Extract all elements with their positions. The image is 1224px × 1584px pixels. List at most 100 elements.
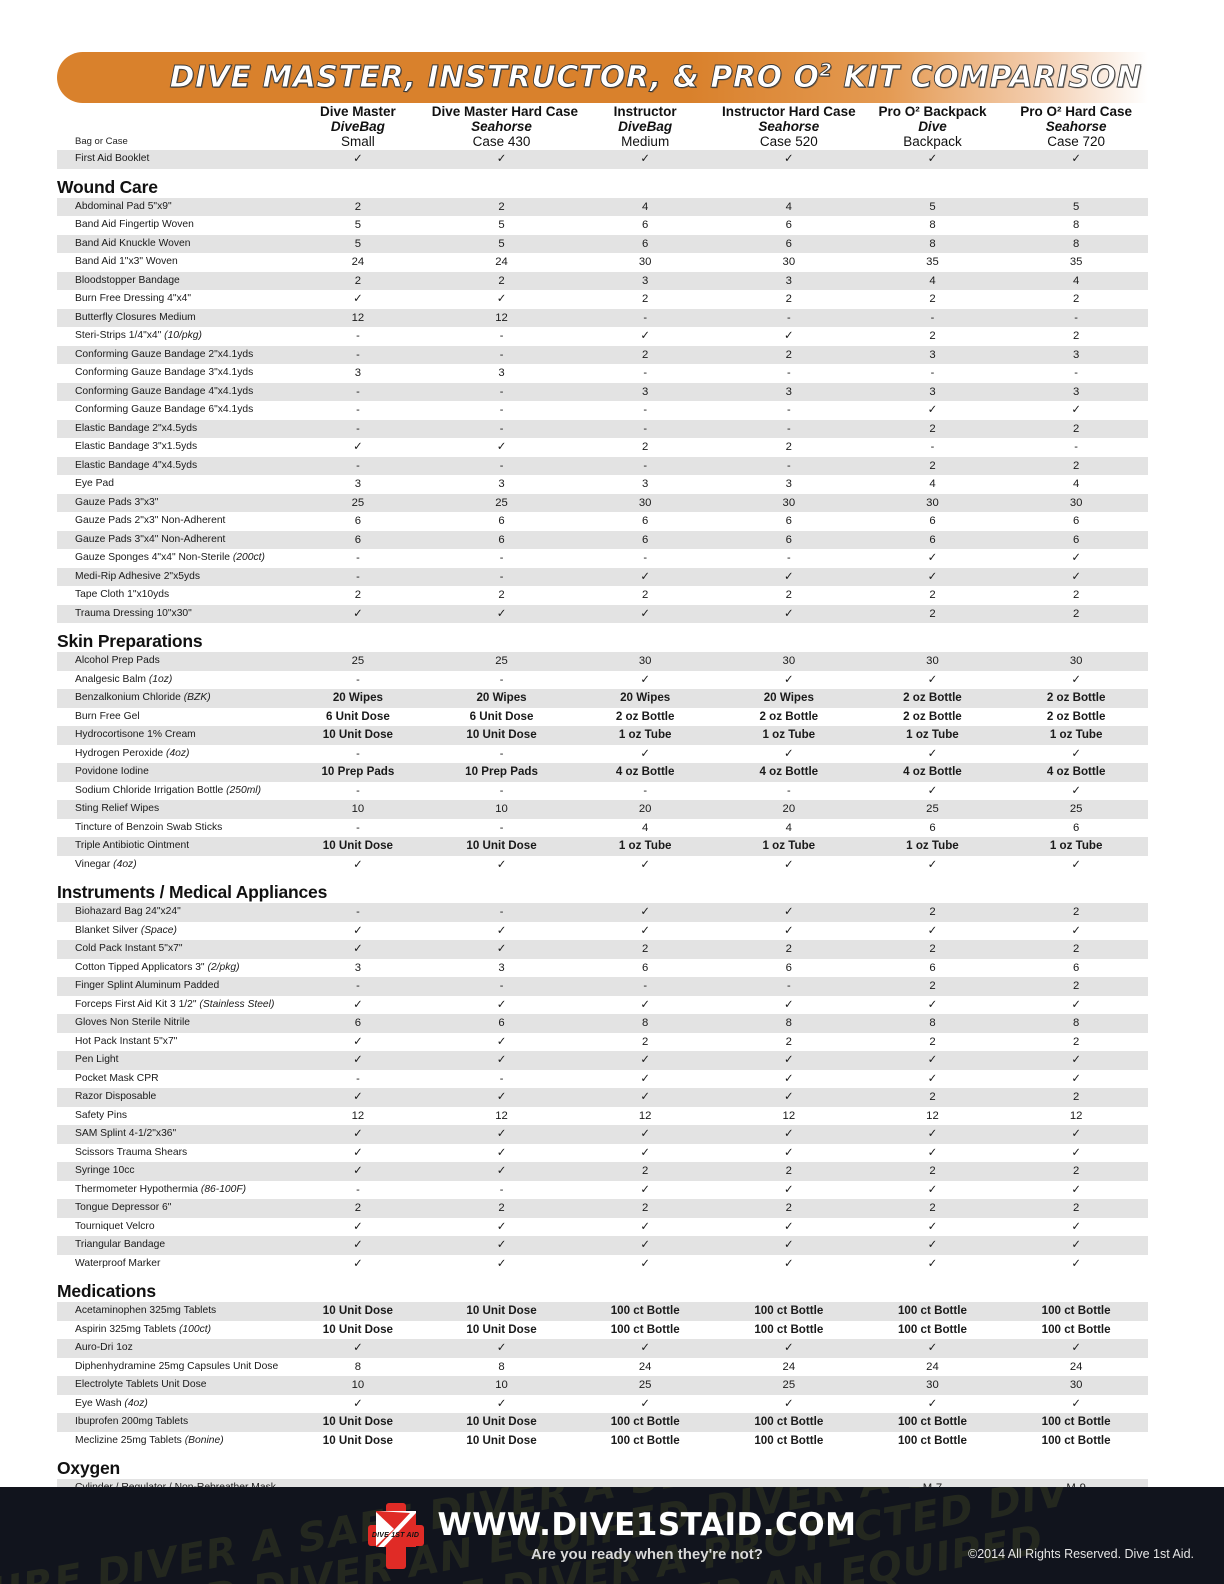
dash-icon: - <box>930 311 935 324</box>
check-icon: ✓ <box>784 1146 794 1159</box>
footer-text-block: WWW.DIVE1STAID.COM Are you ready when th… <box>438 1508 857 1563</box>
check-icon: ✓ <box>1071 1342 1081 1354</box>
table-row: SAM Splint 4-1/2"x36" ✓ ✓ ✓ ✓ ✓ ✓ <box>57 1125 1148 1144</box>
value-text: 10 Unit Dose <box>322 1322 394 1336</box>
value-cell-col1: 2 <box>429 586 574 605</box>
section-header-row: Skin Preparations <box>57 623 1148 652</box>
value-text: 3 <box>785 274 792 287</box>
value-cell-col5: ✓ <box>1004 1051 1148 1070</box>
value-text: 20 Wipes <box>332 691 383 704</box>
value-cell-col2: 100 ct Bottle <box>573 1320 717 1339</box>
value-text: 12 <box>495 1109 508 1122</box>
dash-icon: - <box>643 404 648 416</box>
value-cell-col0: ✓ <box>286 438 430 457</box>
value-cell-col4: 2 <box>860 1088 1005 1107</box>
value-cell-col4: 6 <box>860 512 1005 531</box>
dash-icon: - <box>499 1183 504 1196</box>
footer-content: DIVE 1ST AID WWW.DIVE1STAID.COM Are you … <box>0 1487 1224 1584</box>
check-icon: ✓ <box>784 1183 794 1196</box>
value-text: 4 <box>929 478 936 490</box>
value-cell-col2: 30 <box>573 493 717 512</box>
value-text: 25 <box>351 655 365 667</box>
value-cell-col2: 1 oz Tube <box>573 837 717 856</box>
check-icon: ✓ <box>784 1239 794 1251</box>
value-text: 6 <box>642 533 649 546</box>
value-cell-col2: 6 <box>573 216 717 235</box>
value-cell-col0: 6 Unit Dose <box>286 707 430 726</box>
check-icon: ✓ <box>353 607 363 620</box>
item-name-note: (100ct) <box>178 1323 212 1335</box>
value-cell-col1: ✓ <box>429 1394 574 1413</box>
copyright-text: ©2014 All Rights Reserved. Dive 1st Aid. <box>968 1547 1194 1561</box>
check-icon: ✓ <box>640 1220 650 1233</box>
check-icon: ✓ <box>496 1397 507 1410</box>
value-cell-col5: 6 <box>1004 530 1148 549</box>
value-cell-col1: ✓ <box>429 1339 574 1358</box>
value-cell-col0: ✓ <box>286 1088 430 1107</box>
item-name-cell: Burn Free Dressing 4"x4" <box>57 290 287 309</box>
value-text: 20 <box>638 803 652 815</box>
value-cell-col3: ✓ <box>717 327 861 346</box>
value-text: 1 oz Tube <box>1049 839 1103 852</box>
value-cell-col4: - <box>860 438 1005 457</box>
dash-icon: - <box>643 980 648 992</box>
value-text: 20 Wipes <box>476 691 527 704</box>
value-cell-col2: 1 oz Tube <box>573 726 717 745</box>
value-text: 2 <box>785 943 792 955</box>
value-text: 2 <box>1072 607 1080 620</box>
value-cell-col5: ✓ <box>1004 1180 1148 1199</box>
value-cell-col5: 2 <box>1004 456 1148 475</box>
value-cell-col3: ✓ <box>717 150 861 169</box>
value-cell-col5: 2 <box>1004 903 1148 922</box>
dash-icon: - <box>786 552 791 564</box>
value-text: 30 <box>1069 1379 1083 1391</box>
value-cell-col0: ✓ <box>286 604 430 623</box>
table-row: Cotton Tipped Applicators 3" (2/pkg) 3 3 6 6… <box>57 958 1148 977</box>
check-icon: ✓ <box>496 441 507 453</box>
value-text: 10 <box>351 1379 365 1391</box>
value-cell-col5: ✓ <box>1004 401 1148 420</box>
dash-icon: - <box>1074 441 1078 453</box>
check-icon: ✓ <box>784 906 794 918</box>
dash-icon: - <box>499 747 504 760</box>
value-text: 10 Unit Dose <box>322 1304 394 1317</box>
section-title: Instruments / Medical Appliances <box>57 874 1148 903</box>
check-icon: ✓ <box>784 330 794 342</box>
value-text: 12 <box>1069 1109 1083 1122</box>
value-cell-col0: 12 <box>286 1106 430 1125</box>
section-header-row: Oxygen <box>57 1450 1148 1479</box>
section-title: Medications <box>57 1273 1148 1302</box>
value-cell-col3: 3 <box>717 271 861 290</box>
value-cell-col0: 10 Unit Dose <box>286 1431 430 1450</box>
value-cell-col5: 2 <box>1004 1088 1148 1107</box>
value-text: 2 <box>642 1202 649 1214</box>
value-cell-col5: ✓ <box>1004 1339 1148 1358</box>
value-text: 2 oz Bottle <box>903 691 962 704</box>
check-icon: ✓ <box>784 1072 794 1085</box>
value-cell-col1: 10 Unit Dose <box>429 726 574 745</box>
value-cell-col4: 3 <box>860 382 1005 401</box>
item-name-cell: Band Aid Knuckle Woven <box>57 234 287 253</box>
value-cell-col3: ✓ <box>717 1236 861 1255</box>
value-cell-col1: - <box>429 567 574 586</box>
value-cell-col0: 2 <box>286 271 430 290</box>
table-row: Trauma Dressing 10"x30" ✓ ✓ ✓ ✓ 2 2 <box>57 604 1148 623</box>
check-icon: ✓ <box>640 1183 650 1196</box>
value-text: 6 <box>785 237 792 250</box>
value-text: 2 <box>929 422 936 435</box>
value-cell-col3: 6 <box>717 530 861 549</box>
value-text: 2 <box>354 589 362 601</box>
value-cell-col4: 6 <box>860 818 1005 837</box>
value-cell-col2: ✓ <box>573 903 717 922</box>
check-icon: ✓ <box>496 1257 507 1270</box>
dash-icon: - <box>1074 311 1078 324</box>
value-cell-col0: - <box>286 419 430 438</box>
value-text: 100 ct Bottle <box>754 1433 824 1447</box>
website-url[interactable]: WWW.DIVE1STAID.COM <box>437 1507 857 1543</box>
item-name-cell: Povidone Iodine <box>57 763 287 782</box>
value-cell-col2: ✓ <box>573 1051 717 1070</box>
value-text: 3 <box>929 385 936 398</box>
value-cell-col2: 100 ct Bottle <box>573 1413 717 1432</box>
value-cell-col4: ✓ <box>860 744 1005 763</box>
value-text: 4 <box>642 821 649 834</box>
